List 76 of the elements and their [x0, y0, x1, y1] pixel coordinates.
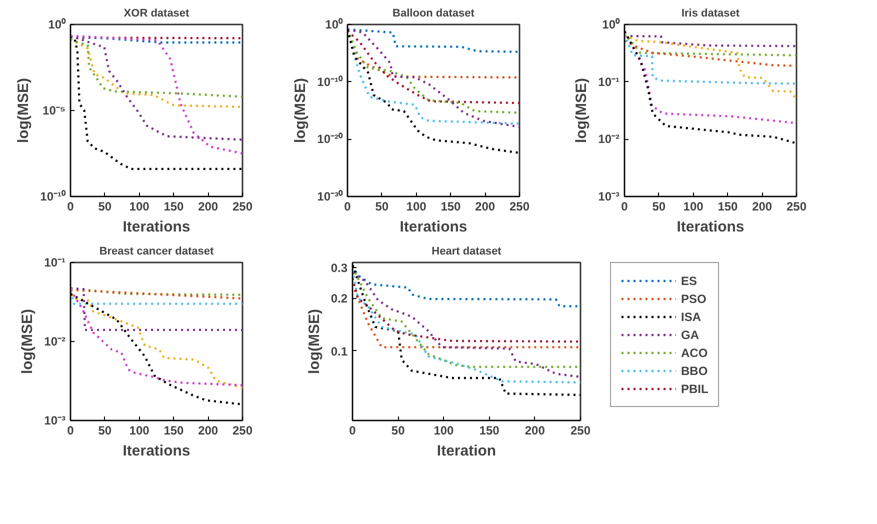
- x-tick-label: 0: [67, 424, 74, 438]
- y-tick-label: 10⁻³⁰: [317, 190, 344, 204]
- x-axis-title: Iterations: [400, 218, 468, 236]
- x-tick-label: 250: [232, 200, 253, 214]
- y-tick-label: 10⁰: [325, 18, 344, 32]
- y-tick-label: 10⁻²: [44, 334, 66, 348]
- x-axis-title: Iterations: [676, 218, 744, 236]
- y-tick-label: 10⁻²: [598, 132, 620, 146]
- y-tick-label: 0.3: [330, 260, 348, 275]
- chart-title: Breast cancer dataset: [99, 246, 214, 258]
- x-tick-label: 200: [524, 424, 546, 438]
- y-axis-title: log(MSE): [19, 308, 36, 374]
- y-tick-label: 10⁰: [602, 18, 620, 32]
- y-tick-label: 10⁻⁵: [42, 104, 66, 118]
- x-tick-label: 100: [406, 200, 427, 214]
- y-axis-title: log(MSE): [15, 78, 32, 143]
- x-tick-label: 100: [434, 424, 454, 438]
- x-tick-label: 150: [440, 200, 462, 214]
- x-tick-label: 250: [570, 424, 591, 438]
- legend-label: GA: [681, 327, 700, 342]
- x-axis-title: Iterations: [122, 442, 190, 460]
- y-axis-title: log(MSE): [292, 78, 310, 143]
- line-series: [624, 33, 796, 85]
- legend-label: PSO: [681, 291, 706, 306]
- y-tick-label: 10⁻³: [598, 190, 620, 204]
- x-tick-label: 100: [683, 200, 704, 214]
- line-series: [624, 40, 796, 67]
- legend-label: BBO: [681, 363, 708, 378]
- x-tick-label: 0: [67, 200, 74, 214]
- chart-title: XOR dataset: [124, 8, 190, 20]
- y-tick-label: 10⁻³: [44, 414, 66, 428]
- x-tick-label: 50: [375, 200, 389, 214]
- legend-label: ACO: [681, 345, 708, 360]
- x-tick-label: 50: [652, 200, 666, 214]
- x-tick-label: 250: [786, 200, 807, 214]
- y-tick-label: 10⁻¹: [598, 74, 620, 89]
- x-axis-title: Iteration: [436, 442, 496, 460]
- x-tick-label: 150: [479, 424, 500, 438]
- y-tick-label: 10⁻¹: [44, 256, 66, 270]
- legend-label: ISA: [681, 309, 702, 324]
- y-axis-title: log(MSE): [306, 308, 323, 374]
- x-tick-label: 0: [344, 200, 352, 214]
- chart-title: Heart dataset: [432, 246, 502, 258]
- x-tick-label: 200: [475, 200, 496, 214]
- x-tick-label: 50: [98, 200, 112, 214]
- x-tick-label: 150: [718, 200, 738, 214]
- x-tick-label: 200: [752, 200, 772, 214]
- x-tick-label: 150: [164, 200, 184, 214]
- legend-label: ES: [681, 273, 698, 288]
- x-tick-label: 100: [129, 424, 150, 438]
- x-tick-label: 50: [98, 424, 112, 438]
- chart-title: Iris dataset: [681, 8, 740, 20]
- line-series: [352, 283, 580, 348]
- x-tick-label: 50: [391, 424, 406, 438]
- x-tick-label: 0: [349, 424, 356, 438]
- x-tick-label: 100: [129, 200, 150, 214]
- y-tick-label: 0.1: [330, 344, 348, 358]
- x-tick-label: 0: [621, 200, 628, 214]
- y-tick-label: 10⁻¹⁰: [317, 74, 344, 89]
- line-series: [624, 34, 796, 100]
- y-tick-label: 10⁻²⁰: [317, 132, 344, 146]
- x-tick-label: 250: [232, 424, 253, 438]
- x-tick-label: 150: [164, 424, 184, 438]
- y-axis-title: log(MSE): [573, 78, 590, 143]
- chart-title: Balloon dataset: [392, 8, 475, 20]
- x-axis-title: Iterations: [122, 218, 190, 236]
- y-tick-label: 10⁰: [48, 18, 66, 32]
- x-tick-label: 200: [198, 200, 218, 214]
- y-tick-label: 10⁻¹⁰: [40, 190, 66, 204]
- y-tick-label: 0.2: [330, 292, 348, 306]
- legend-label: PBIL: [681, 381, 708, 396]
- line-series: [624, 34, 796, 48]
- x-tick-label: 200: [198, 424, 218, 438]
- x-tick-label: 250: [509, 200, 530, 214]
- line-series: [352, 264, 580, 308]
- line-series: [352, 277, 580, 343]
